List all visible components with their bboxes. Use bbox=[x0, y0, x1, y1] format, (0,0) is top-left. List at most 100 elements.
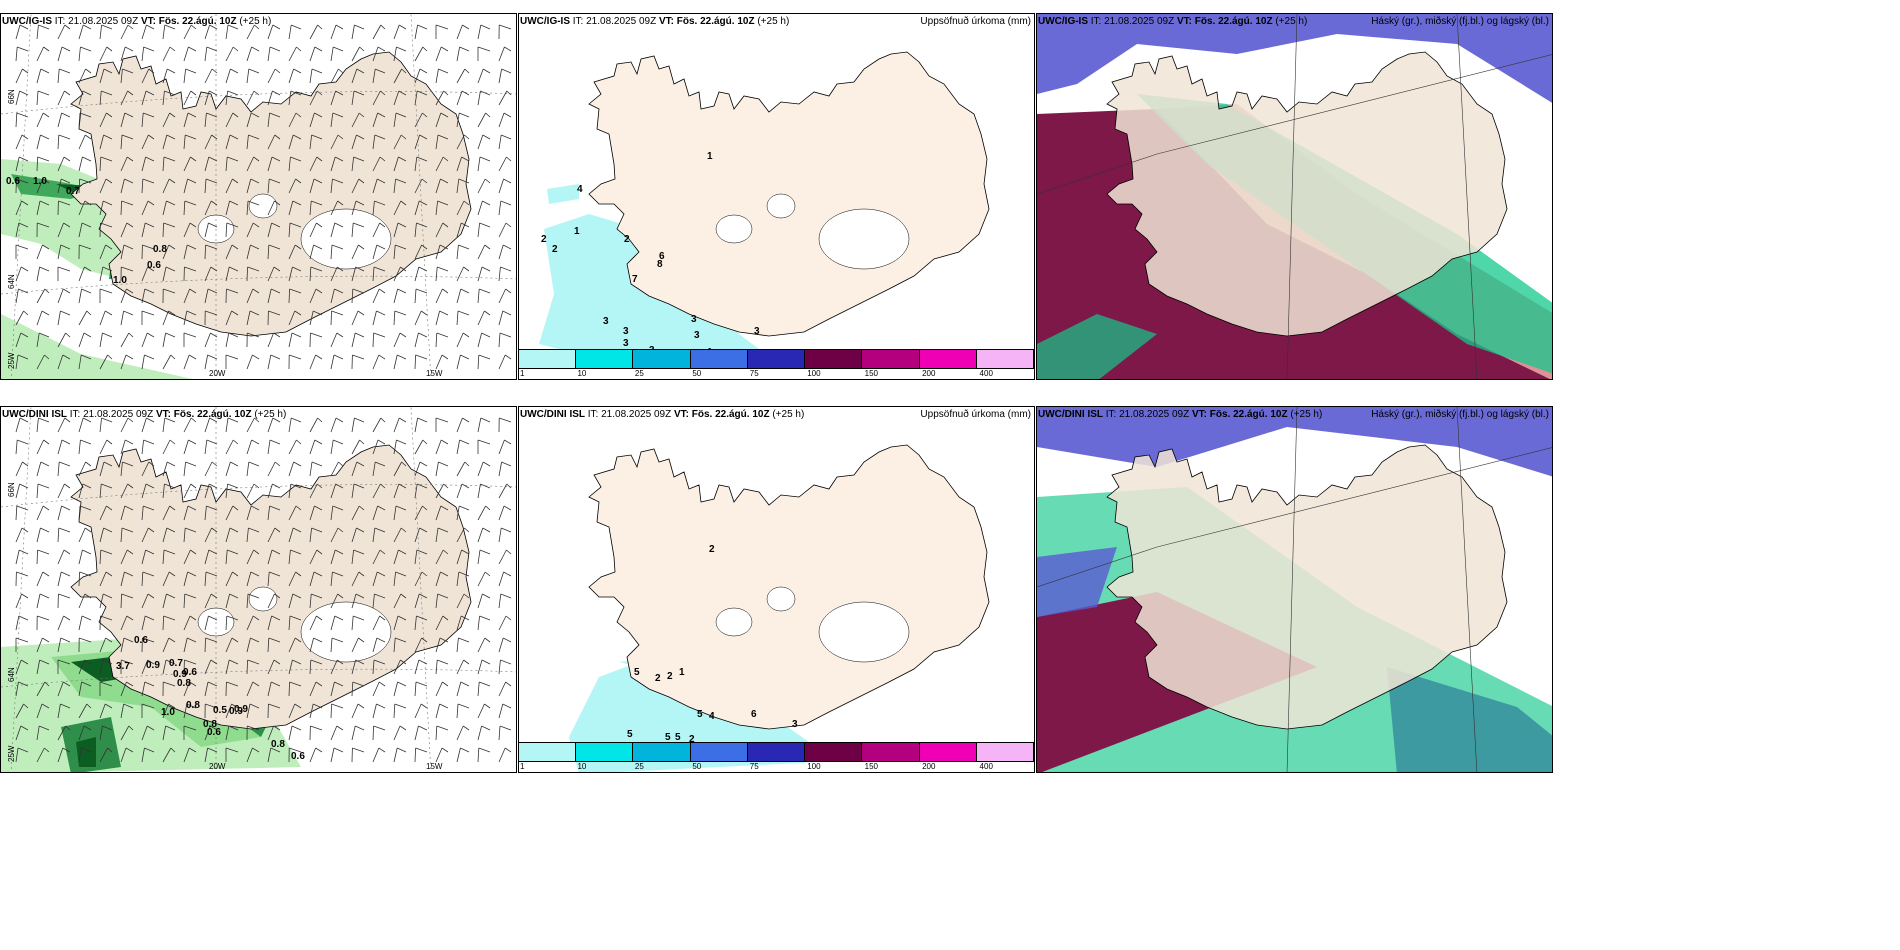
axis-label-lon_15: 15W bbox=[426, 762, 443, 771]
wind-value-label: 1.0 bbox=[33, 176, 47, 187]
wind-value-label: 0.6 bbox=[291, 751, 305, 762]
wind-value-label: 0.8 bbox=[203, 719, 217, 730]
colorbar-swatch bbox=[805, 743, 863, 761]
precip-value-label: 4 bbox=[577, 184, 583, 195]
colorbar-swatch bbox=[690, 743, 748, 761]
colorbar-tick-label: 400 bbox=[979, 762, 993, 771]
map-panel-6: UWC/DINI ISL IT: 21.08.2025 09Z VT: Fös.… bbox=[1036, 406, 1553, 773]
axis-label-lon_20: 20W bbox=[209, 369, 226, 378]
axis-label-lat_64: 64N bbox=[7, 274, 16, 289]
axis-label-lon_15: 15W bbox=[426, 369, 443, 378]
panel-title: UWC/IG-IS IT: 21.08.2025 09Z VT: Fös. 22… bbox=[1, 14, 516, 30]
colorbar-tick-label: 25 bbox=[634, 369, 644, 378]
run-info: UWC/DINI ISL IT: 21.08.2025 09Z VT: Fös.… bbox=[1038, 409, 1323, 420]
precip-value-label: 2 bbox=[709, 544, 715, 555]
wind-value-label: 0.6 bbox=[207, 727, 221, 738]
map-panel-4: 0.6 0.7 3.7 0.9 0.6 0.9 0.8 1.0 0.5 0.9 0.8 0.8 0.6 0… bbox=[0, 406, 517, 773]
wind-value-label: 0.7 bbox=[169, 658, 183, 669]
colorbar-tick-label: 200 bbox=[922, 369, 936, 378]
axis-label-lat_66: 66N bbox=[7, 89, 16, 104]
product-label: Háský (gr.), miðský (fj.bl.) og lágský (… bbox=[1371, 16, 1549, 27]
panel-title: UWC/IG-IS IT: 21.08.2025 09Z VT: Fös. 22… bbox=[519, 14, 1034, 30]
product-label: Uppsöfnuð úrkoma (mm) bbox=[920, 16, 1031, 27]
colorbar-swatch bbox=[976, 743, 1034, 761]
colorbar-tick-label: 400 bbox=[979, 369, 993, 378]
colorbar-swatch bbox=[747, 350, 806, 368]
product-label: Uppsöfnuð úrkoma (mm) bbox=[920, 409, 1031, 420]
colorbar-tick-label: 200 bbox=[922, 762, 936, 771]
precip-value-label: 6 bbox=[751, 709, 757, 720]
precip-value-label: 1 bbox=[574, 226, 580, 237]
precip-value-label: 1 bbox=[707, 151, 713, 162]
panel-title: UWC/DINI ISL IT: 21.08.2025 09Z VT: Fös.… bbox=[1037, 407, 1552, 423]
axis-label-lon_25: 25W bbox=[7, 352, 16, 369]
precip-value-label: 2 bbox=[552, 244, 558, 255]
wind-value-label: 0.8 bbox=[186, 700, 200, 711]
colorbar-swatch bbox=[919, 350, 977, 368]
precip-value-label: 5 bbox=[627, 729, 633, 740]
map-canvas bbox=[1037, 14, 1552, 379]
run-info: UWC/DINI ISL IT: 21.08.2025 09Z VT: Fös.… bbox=[520, 409, 805, 420]
wind-value-label: 0.8 bbox=[177, 678, 191, 689]
panel-title: UWC/DINI ISL IT: 21.08.2025 09Z VT: Fös.… bbox=[1, 407, 516, 423]
colorbar-swatch bbox=[633, 743, 691, 761]
axis-label-lat_64: 64N bbox=[7, 667, 16, 682]
colorbar bbox=[519, 349, 1034, 369]
colorbar-tick-label: 10 bbox=[577, 369, 587, 378]
colorbar-tick-label: 100 bbox=[807, 369, 821, 378]
map-panel-5: 2 5 2 2 1 5 4 3 5 5 5 2 6 UWC/DINI ISL IT: 21.08.2025… bbox=[518, 406, 1035, 773]
precip-value-label: 3 bbox=[623, 338, 629, 349]
wind-value-label: 0.6 bbox=[6, 176, 20, 187]
map-canvas: 12122468733333331 bbox=[519, 14, 1034, 379]
precip-value-label: 5 bbox=[697, 709, 703, 720]
precip-value-label: 3 bbox=[754, 326, 760, 337]
colorbar-tick-label: 100 bbox=[807, 762, 821, 771]
wind-value-label: 0.9 bbox=[234, 704, 248, 715]
product-label: Háský (gr.), miðský (fj.bl.) og lágský (… bbox=[1371, 409, 1549, 420]
precip-value-label: 3 bbox=[623, 326, 629, 337]
map-panel-2: 12122468733333331UWC/IG-IS IT: 21.08.202… bbox=[518, 13, 1035, 380]
precip-value-label: 2 bbox=[624, 234, 630, 245]
colorbar-tick-label: 1 bbox=[520, 369, 525, 378]
precip-value-label: 3 bbox=[603, 316, 609, 327]
precip-value-label: 1 bbox=[679, 667, 685, 678]
colorbar bbox=[519, 742, 1034, 762]
colorbar-tick-label: 1 bbox=[520, 762, 525, 771]
precip-value-label: 3 bbox=[691, 314, 697, 325]
wind-value-label: 0.5 bbox=[213, 705, 227, 716]
wind-value-label: 0.9 bbox=[173, 669, 187, 680]
precip-value-label: 3 bbox=[694, 330, 700, 341]
precip-value-label: 3 bbox=[792, 719, 798, 730]
wind-value-label: 0.9 bbox=[146, 660, 160, 671]
axis-label-lon_20: 20W bbox=[209, 762, 226, 771]
colorbar-tick-label: 50 bbox=[692, 762, 702, 771]
precip-value-label: 7 bbox=[632, 274, 638, 285]
colorbar-swatch bbox=[576, 350, 634, 368]
colorbar-swatch bbox=[519, 743, 577, 761]
colorbar-swatch bbox=[919, 743, 977, 761]
wind-value-label: 0.8 bbox=[271, 739, 285, 750]
colorbar-swatch bbox=[519, 350, 577, 368]
precip-value-label: 2 bbox=[655, 673, 661, 684]
map-canvas: 0.6 1.0 0.7 0.8 0.6 1.0 bbox=[1, 14, 516, 379]
precip-value-label: 8 bbox=[657, 259, 663, 270]
wind-value-label: 3.7 bbox=[116, 661, 130, 672]
colorbar-swatch bbox=[690, 350, 748, 368]
map-canvas bbox=[1037, 407, 1552, 772]
colorbar-swatch bbox=[862, 350, 920, 368]
precip-value-label: 4 bbox=[709, 711, 715, 722]
colorbar-tick-label: 10 bbox=[577, 762, 587, 771]
wind-value-label: 0.9 bbox=[229, 706, 243, 717]
axis-label-lat_66: 66N bbox=[7, 482, 16, 497]
run-info: UWC/DINI ISL IT: 21.08.2025 09Z VT: Fös.… bbox=[2, 409, 287, 420]
map-panel-1: 0.6 1.0 0.7 0.8 0.6 1.0 UWC/IG-IS IT: 21.08.20… bbox=[0, 13, 517, 380]
wind-value-label: 0.7 bbox=[66, 186, 80, 197]
wind-value-label: 1.0 bbox=[161, 707, 175, 718]
colorbar-tick-label: 50 bbox=[692, 369, 702, 378]
colorbar-labels: 1 10 25 50 75 100 150 200 400 bbox=[519, 762, 1034, 772]
colorbar-tick-label: 25 bbox=[634, 762, 644, 771]
precip-value-label: 2 bbox=[667, 671, 673, 682]
wind-value-label: 0.8 bbox=[153, 244, 167, 255]
colorbar-tick-label: 75 bbox=[749, 762, 759, 771]
colorbar-swatch bbox=[633, 350, 691, 368]
